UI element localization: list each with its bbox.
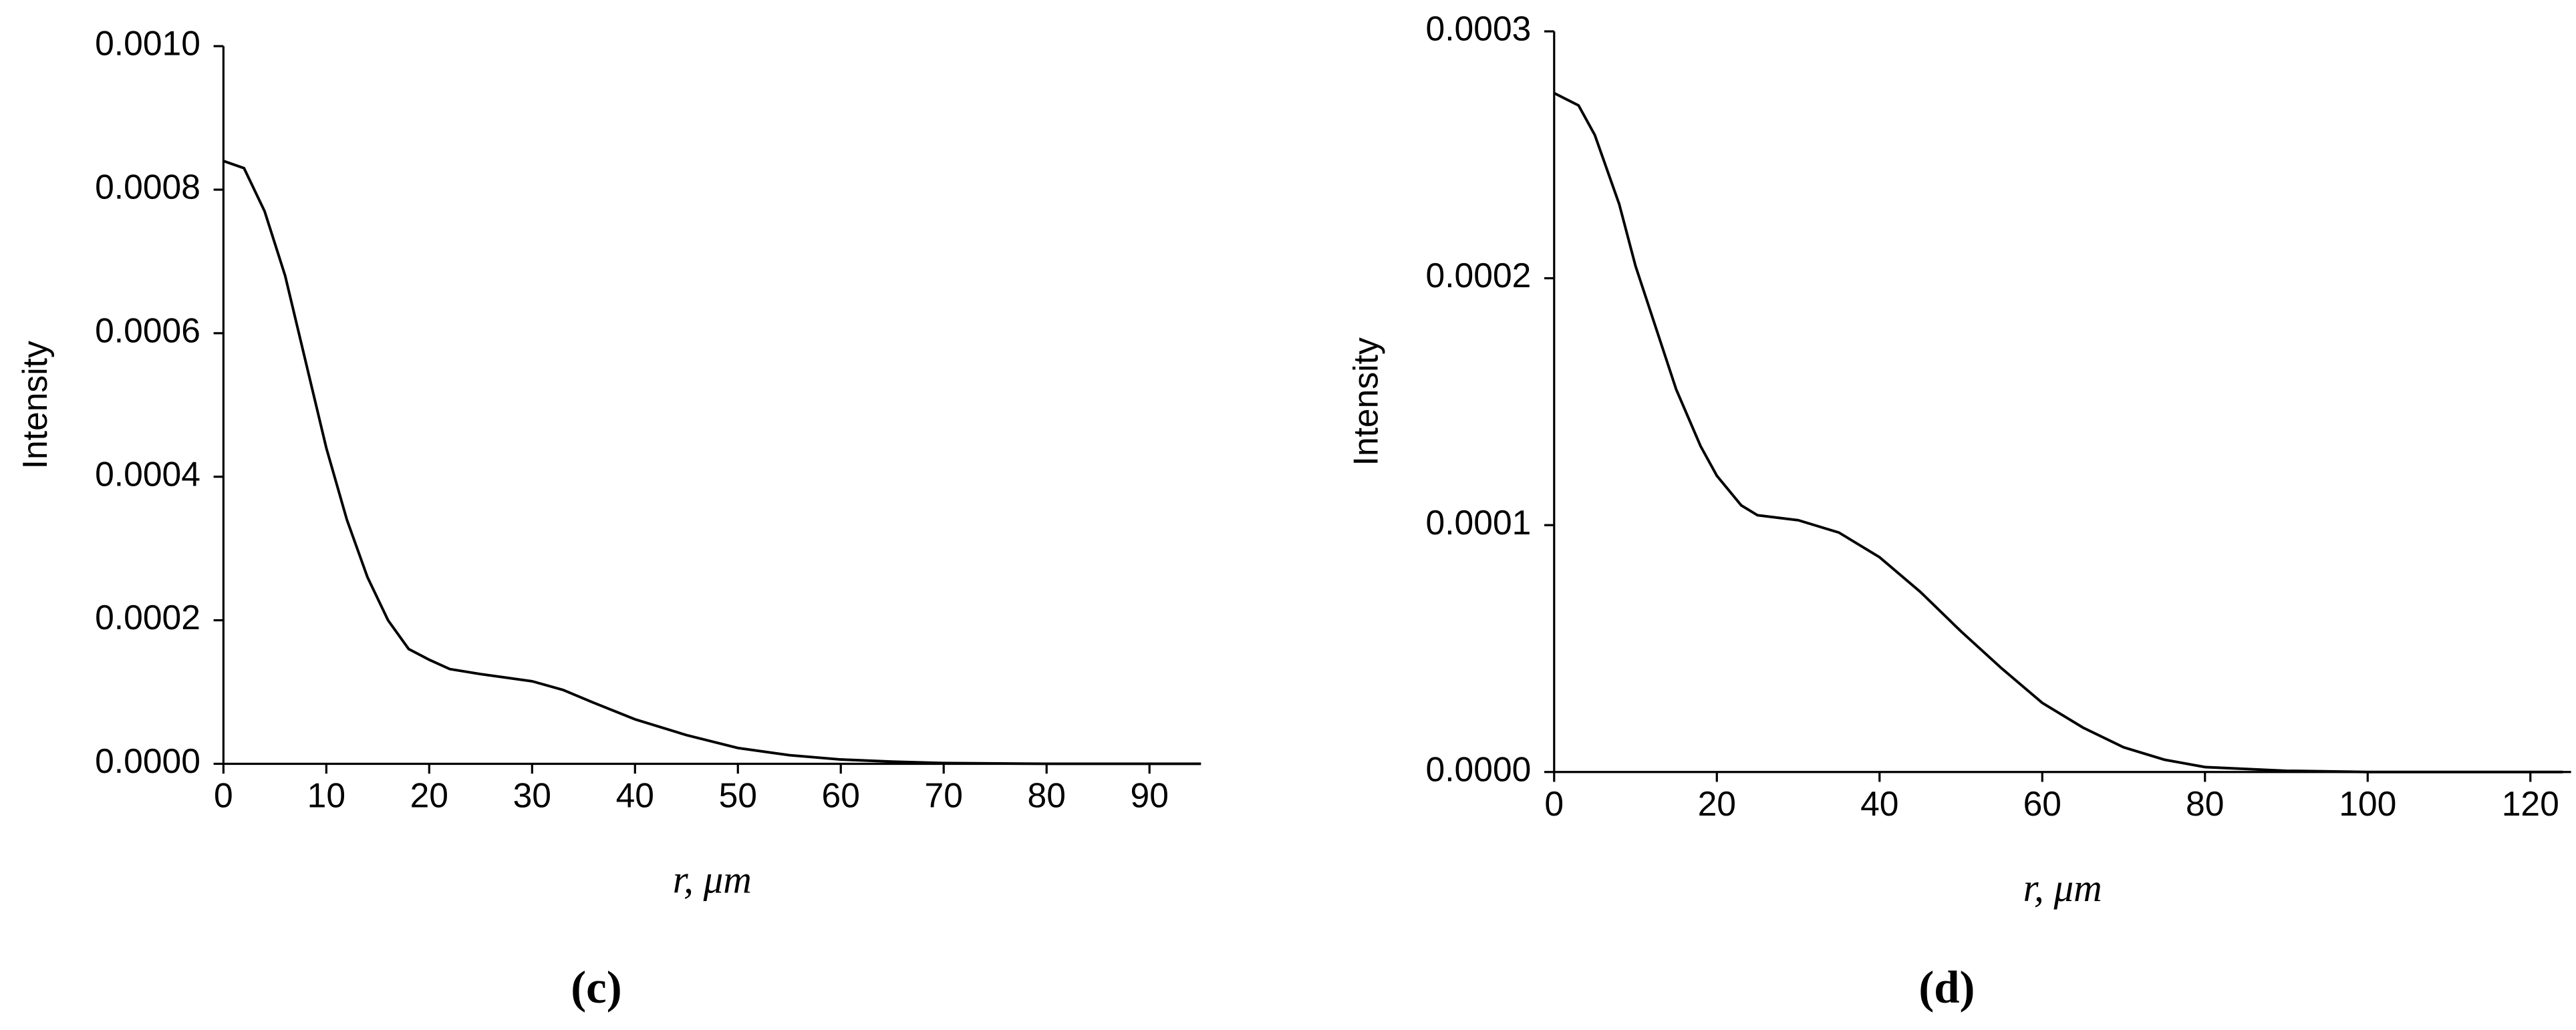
x-tick-label: 60: [822, 776, 860, 815]
y-tick-label: 0.0002: [95, 598, 200, 637]
x-tick-label: 0: [214, 776, 233, 815]
line-series: [223, 160, 1201, 765]
x-tick-label: 90: [1131, 776, 1169, 815]
y-tick-label: 0.0002: [1426, 256, 1532, 295]
y-tick-label: 0.0006: [95, 311, 200, 349]
y-tick-label: 0.0004: [95, 454, 200, 493]
y-tick-label: 0.0000: [1426, 749, 1532, 788]
y-tick-label: 0.0010: [95, 24, 200, 63]
x-tick-label: 80: [1028, 776, 1066, 815]
x-axis-label: r, μm: [2023, 866, 2102, 910]
y-tick-label: 0.0001: [1426, 503, 1532, 542]
caption: (d): [1918, 962, 1975, 1013]
line-series: [1553, 92, 2563, 774]
x-tick-label: 20: [410, 776, 448, 815]
x-tick-label: 100: [2339, 784, 2396, 823]
x-tick-label: 50: [719, 776, 757, 815]
y-tick-label: 0.0000: [95, 741, 200, 780]
x-tick-label: 30: [513, 776, 551, 815]
x-tick-label: 0: [1544, 784, 1564, 823]
y-axis-label: Intensity: [15, 341, 54, 469]
x-tick-label: 70: [925, 776, 963, 815]
x-tick-label: 40: [616, 776, 654, 815]
x-tick-label: 60: [2023, 784, 2061, 823]
caption: (c): [571, 962, 621, 1013]
x-tick-label: 80: [2186, 784, 2224, 823]
x-tick-label: 10: [307, 776, 345, 815]
x-tick-label: 40: [1860, 784, 1898, 823]
y-tick-label: 0.0003: [1426, 9, 1532, 48]
y-axis-label: Intensity: [1346, 337, 1385, 466]
x-tick-label: 120: [2502, 784, 2559, 823]
x-axis-label: r, μm: [673, 857, 752, 901]
x-tick-label: 20: [1698, 784, 1736, 823]
y-tick-label: 0.0008: [95, 168, 200, 206]
